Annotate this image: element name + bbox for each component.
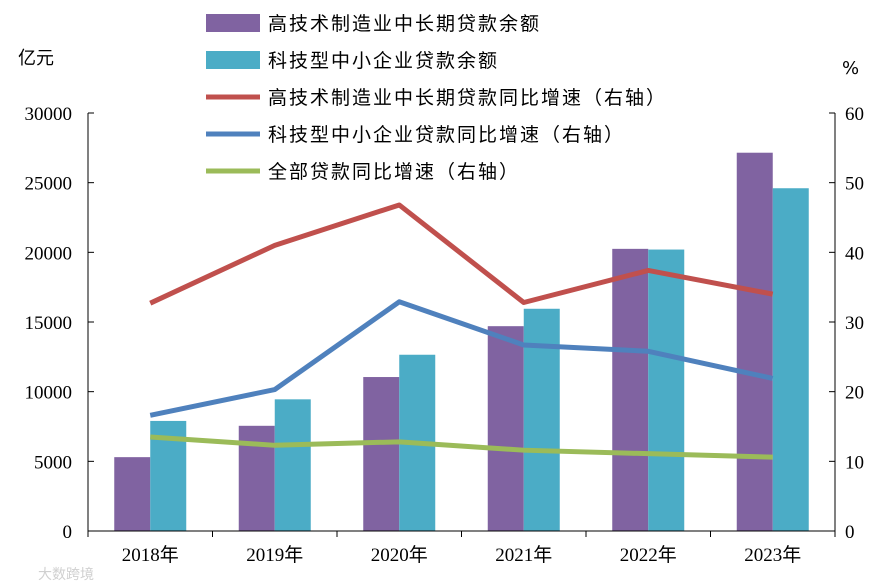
bar-series1-3 [487, 326, 524, 531]
left-tick-label-2: 10000 [25, 383, 73, 404]
legend-swatch-1 [206, 51, 260, 69]
x-tick-label-4: 2022年 [620, 544, 677, 566]
right-tick-label-3: 30 [845, 313, 864, 334]
line-series2 [149, 299, 774, 418]
x-tick-label-5: 2023年 [744, 544, 801, 566]
left-axis-unit: 亿元 [18, 48, 54, 69]
right-tick-label-6: 60 [845, 104, 864, 125]
bar-layer [114, 152, 809, 532]
x-tick-label-3: 2021年 [495, 544, 552, 566]
watermark: 大数跨境 [38, 567, 94, 583]
left-tick-label-5: 25000 [25, 174, 73, 195]
bar-series2-3 [523, 308, 560, 531]
legend-label-4: 全部贷款同比增速（右轴） [268, 161, 520, 183]
x-axis-ticks: 2018年 2019年 2020年 2021年 2022年 2023年 [87, 531, 836, 566]
right-tick-label-0: 0 [845, 522, 855, 543]
right-tick-label-1: 10 [845, 452, 864, 473]
right-axis-ticks: 0 10 20 30 40 50 60 [829, 104, 864, 543]
legend-label-1: 科技型中小企业贷款余额 [268, 50, 499, 72]
x-tick-label-0: 2018年 [122, 544, 179, 566]
left-tick-label-4: 20000 [25, 243, 73, 264]
bar-series2-5 [772, 188, 809, 532]
right-tick-label-5: 50 [845, 174, 864, 195]
legend-swatch-0 [206, 14, 260, 32]
bar-series2-1 [274, 399, 311, 531]
bar-series2-4 [648, 249, 685, 531]
bar-series1-2 [363, 377, 400, 531]
x-tick-label-1: 2019年 [246, 544, 303, 566]
left-tick-label-6: 30000 [25, 104, 73, 125]
legend-label-0: 高技术制造业中长期贷款余额 [268, 13, 541, 35]
bar-series1-4 [612, 248, 649, 531]
left-axis-ticks: 0 5000 10000 15000 20000 25000 30000 [25, 104, 94, 543]
right-tick-label-2: 20 [845, 383, 864, 404]
left-tick-label-3: 15000 [25, 313, 73, 334]
legend: 高技术制造业中长期贷款余额科技型中小企业贷款余额高技术制造业中长期贷款同比增速（… [206, 13, 667, 183]
x-tick-label-2: 2020年 [371, 544, 428, 566]
bar-series1-5 [736, 152, 773, 531]
right-axis-unit: % [842, 58, 859, 79]
legend-label-3: 科技型中小企业贷款同比增速（右轴） [268, 124, 625, 146]
line-series1 [149, 202, 774, 306]
line-layer [149, 202, 774, 460]
right-tick-label-4: 40 [845, 243, 864, 264]
left-tick-label-1: 5000 [34, 452, 72, 473]
bar-series1-0 [114, 457, 151, 531]
left-tick-label-0: 0 [63, 522, 73, 543]
line-series3 [150, 434, 773, 460]
legend-label-2: 高技术制造业中长期贷款同比增速（右轴） [268, 87, 667, 109]
